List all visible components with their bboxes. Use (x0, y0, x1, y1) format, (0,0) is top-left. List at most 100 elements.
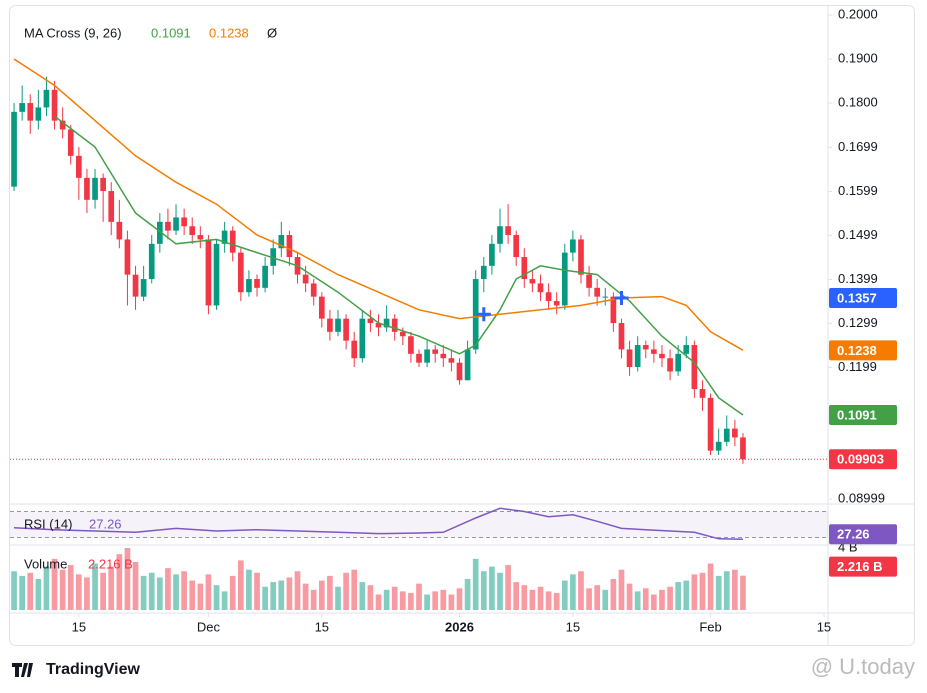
candle-body (667, 358, 673, 372)
volume-bar (35, 579, 42, 610)
volume-bar (586, 588, 592, 610)
candle-body (553, 301, 560, 306)
y-tick-label: 0.1599 (838, 183, 878, 198)
ma-line (13, 58, 744, 351)
y-tick-label: 0.1499 (838, 227, 878, 242)
candle-body (440, 353, 447, 359)
candle-body (132, 274, 139, 297)
volume-bar (408, 592, 414, 610)
volume-value: 2.216 B (88, 556, 133, 571)
candle-body (173, 217, 179, 231)
volume-bar (432, 591, 439, 610)
price-badge (829, 405, 897, 425)
candle-body (432, 349, 439, 354)
candle-body (723, 428, 730, 442)
volume-bar (561, 580, 568, 610)
volume-bar (19, 575, 25, 610)
candle-body (19, 103, 25, 112)
volume-bar (51, 558, 58, 610)
volume-bar (351, 569, 358, 610)
volume-bar (667, 586, 673, 610)
y-tick-label: 0.1800 (838, 94, 878, 109)
volume-bar (84, 577, 90, 610)
candle-body (189, 226, 196, 236)
volume-bar (189, 580, 196, 610)
volume-bar (108, 566, 115, 610)
rsi-line (13, 507, 744, 541)
candle-body (570, 239, 576, 253)
candle-body (165, 221, 171, 231)
y-tick-label: 0.1399 (838, 271, 878, 286)
candle-body (699, 389, 706, 398)
volume-bar (480, 571, 487, 610)
candle-body (270, 248, 277, 266)
ma-line (54, 115, 744, 416)
candle-body (480, 265, 487, 280)
volume-bar (165, 568, 171, 610)
ma26-value: 0.1238 (209, 25, 249, 40)
candle-body (675, 353, 682, 372)
candle-body (35, 107, 42, 121)
candle-body (707, 397, 714, 451)
volume-bar (424, 594, 430, 610)
candle-body (416, 353, 422, 363)
volume-bar (416, 583, 422, 610)
volume-bar (100, 572, 106, 610)
candle-body (513, 235, 520, 258)
candle-body (343, 318, 349, 341)
volume-bar (213, 585, 220, 610)
candle-body (391, 318, 398, 332)
candle-body (254, 279, 260, 288)
candle-body (76, 155, 82, 178)
x-tick-label: 15 (315, 619, 329, 634)
volume-bar (302, 583, 309, 610)
y-tick-label: 0.1199 (838, 359, 877, 374)
volume-bar (76, 574, 82, 610)
volume-badge (829, 556, 897, 577)
volume-bar (383, 589, 390, 610)
volume-bar (634, 591, 641, 610)
price-badge-label: 0.1357 (837, 290, 877, 305)
candle-body (715, 441, 722, 451)
candle-body (691, 345, 698, 390)
volume-bar (375, 594, 382, 610)
price-badge (829, 449, 897, 470)
candle-body (335, 318, 341, 332)
candle-body (51, 89, 58, 121)
volume-bar (732, 569, 738, 610)
volume-bar (715, 575, 722, 610)
volume-title: Volume (24, 556, 67, 571)
candle-body (399, 331, 406, 337)
candle-body (116, 221, 123, 240)
candle-body (448, 358, 455, 363)
volume-bar (156, 577, 163, 610)
y-tick-label: 0.1299 (838, 315, 878, 330)
volume-bar (691, 574, 698, 610)
volume-bar (181, 571, 187, 610)
volume-bar (205, 574, 212, 610)
candle-body (27, 103, 34, 121)
volume-bar (642, 588, 649, 610)
candle-body (100, 177, 106, 192)
volume-bar (327, 575, 333, 610)
rsi-title: RSI (14) (24, 516, 72, 531)
y-tick-label: 0.08999 (838, 491, 885, 506)
candle-body (683, 345, 690, 354)
volume-bar (440, 589, 447, 610)
candle-body (545, 292, 552, 302)
volume-bar (286, 577, 293, 610)
candle-body (286, 235, 293, 258)
volume-bar (448, 594, 455, 610)
volume-bar (456, 588, 463, 610)
volume-bar (278, 580, 285, 610)
candle-body (237, 252, 244, 293)
rsi-value: 27.26 (89, 516, 122, 531)
volume-bar (399, 591, 406, 610)
volume-bar (513, 582, 520, 610)
candle-body (375, 323, 382, 328)
volume-bar (464, 579, 471, 610)
candle-body (578, 239, 584, 275)
volume-bar (221, 591, 228, 610)
